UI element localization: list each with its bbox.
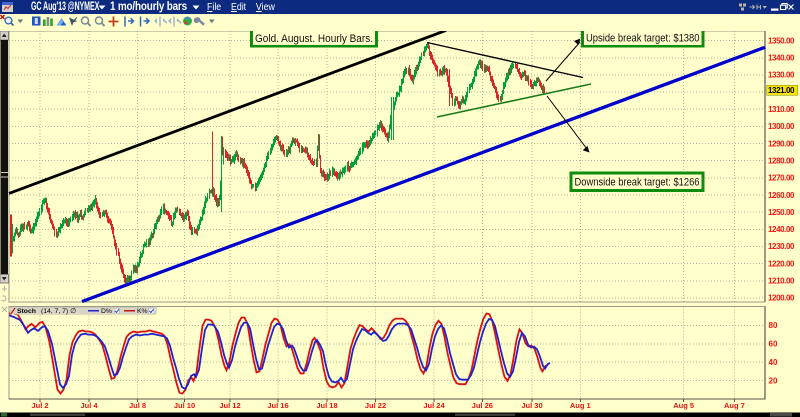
svg-text:1200.00: 1200.00 — [768, 294, 795, 303]
svg-text:Aug 7: Aug 7 — [724, 401, 745, 410]
svg-text:1310.00: 1310.00 — [768, 105, 795, 114]
svg-text:Jul 8: Jul 8 — [129, 401, 146, 410]
svg-text:1250.00: 1250.00 — [768, 208, 795, 217]
svg-text:Downside break target: $1266: Downside break target: $1266 — [575, 177, 700, 189]
svg-text:1280.00: 1280.00 — [768, 157, 795, 166]
svg-text:1260.00: 1260.00 — [768, 191, 795, 200]
svg-text:1300.00: 1300.00 — [768, 122, 795, 131]
svg-text:Jul 4: Jul 4 — [80, 401, 98, 410]
svg-text:Jul 26: Jul 26 — [472, 401, 493, 410]
svg-text:1340.00: 1340.00 — [768, 54, 795, 63]
svg-text:Jul 18: Jul 18 — [316, 401, 337, 410]
svg-text:K%: K% — [137, 308, 148, 315]
svg-text:Jul 22: Jul 22 — [365, 401, 386, 410]
svg-text:Jul 30: Jul 30 — [521, 401, 542, 410]
svg-text:Aug 5: Aug 5 — [673, 401, 694, 410]
svg-text:Gold. August. Hourly Bars.: Gold. August. Hourly Bars. — [255, 33, 373, 45]
svg-text:Jul 12: Jul 12 — [219, 401, 240, 410]
svg-text:(14, 7, 7) ∅: (14, 7, 7) ∅ — [41, 308, 76, 315]
svg-text:1330.00: 1330.00 — [768, 71, 795, 80]
svg-text:Jul 10: Jul 10 — [174, 401, 195, 410]
svg-text:1240.00: 1240.00 — [768, 225, 795, 234]
svg-text:40: 40 — [769, 358, 778, 367]
svg-text:1350.00: 1350.00 — [768, 37, 795, 46]
svg-text:Jul 2: Jul 2 — [31, 401, 48, 410]
svg-text:Upside break target: $1380: Upside break target: $1380 — [586, 32, 700, 44]
svg-text:Jul 24: Jul 24 — [423, 401, 445, 410]
svg-text:Aug 1: Aug 1 — [570, 401, 591, 410]
svg-text:1321.00: 1321.00 — [768, 86, 795, 95]
svg-text:20: 20 — [769, 376, 778, 385]
svg-text:80: 80 — [769, 321, 778, 330]
svg-text:1220.00: 1220.00 — [768, 259, 795, 268]
svg-text:Jul 16: Jul 16 — [267, 401, 288, 410]
svg-text:D%: D% — [101, 308, 112, 315]
svg-text:1270.00: 1270.00 — [768, 174, 795, 183]
svg-text:60: 60 — [769, 340, 778, 349]
svg-text:1290.00: 1290.00 — [768, 139, 795, 148]
svg-text:Stoch: Stoch — [17, 308, 36, 315]
svg-text:1230.00: 1230.00 — [768, 242, 795, 251]
svg-text:1210.00: 1210.00 — [768, 277, 795, 286]
